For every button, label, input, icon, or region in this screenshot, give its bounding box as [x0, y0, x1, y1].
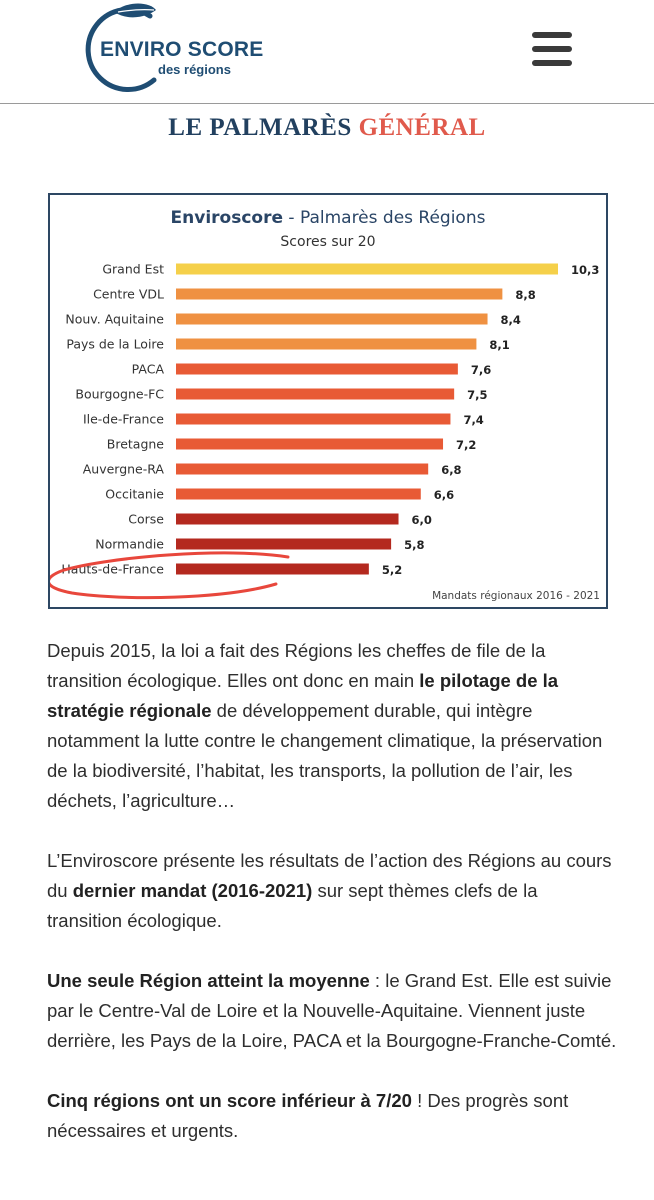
- category-label: PACA: [132, 362, 165, 377]
- bar: [176, 538, 392, 550]
- logo-title: ENVIRO SCORE: [100, 38, 264, 61]
- enviroscore-logo[interactable]: ENVIRO SCORE des régions: [58, 2, 263, 98]
- bar: [176, 513, 399, 525]
- text-segment: Depuis 2015, la loi a fait des Régions l…: [47, 640, 546, 691]
- category-label: Corse: [128, 512, 164, 527]
- data-label: 7,2: [456, 438, 476, 452]
- data-label: 5,8: [404, 538, 424, 552]
- chart-subtitle: Scores sur 20: [280, 234, 375, 250]
- data-label: 7,5: [467, 388, 487, 402]
- text-segment: sur sept thèmes clefs de la transition é…: [47, 880, 538, 931]
- bar: [176, 263, 558, 275]
- text-segment: L’Enviroscore présente les résultats de …: [47, 850, 612, 901]
- bold-text: dernier mandat (2016-2021): [72, 880, 313, 901]
- palmares-chart: Enviroscore - Palmarès des Régions Score…: [48, 193, 608, 609]
- hamburger-menu-icon[interactable]: [532, 32, 572, 66]
- bar: [176, 313, 488, 325]
- data-label: 6,6: [434, 488, 454, 502]
- data-label: 8,4: [501, 313, 521, 327]
- paragraph-2: L’Enviroscore présente les résultats de …: [47, 846, 617, 936]
- article-body: Depuis 2015, la loi a fait des Régions l…: [47, 636, 617, 1176]
- bold-text: le pilotage de la stratégie régionale: [47, 670, 559, 721]
- page-title: LE PALMARÈS GÉNÉRAL: [0, 114, 654, 142]
- bar: [176, 463, 429, 475]
- page-title-part2: GÉNÉRAL: [358, 114, 486, 141]
- category-label: Bourgogne-FC: [75, 387, 164, 402]
- bar: [176, 563, 369, 575]
- logo-subtitle: des régions: [158, 62, 231, 77]
- category-label: Occitanie: [105, 487, 164, 502]
- data-label: 8,1: [489, 338, 509, 352]
- bold-text: Une seule Région atteint la moyenne: [47, 970, 370, 991]
- data-label: 10,3: [571, 263, 599, 277]
- bar: [176, 363, 458, 375]
- bar: [176, 438, 444, 450]
- data-label: 6,0: [412, 513, 432, 527]
- category-label: Centre VDL: [93, 287, 164, 302]
- paragraph-4: Cinq régions ont un score inférieur à 7/…: [47, 1086, 617, 1146]
- paragraph-1: Depuis 2015, la loi a fait des Régions l…: [47, 636, 617, 816]
- category-label: Pays de la Loire: [66, 337, 164, 352]
- bold-text: Cinq régions ont un score inférieur à 7/…: [47, 1090, 412, 1111]
- page-title-part1: LE PALMARÈS: [168, 114, 352, 141]
- text-segment: de développement durable, qui intègre no…: [47, 700, 603, 811]
- bar: [176, 413, 451, 425]
- hand-drawn-ellipse-annotation: [50, 551, 290, 600]
- bar: [176, 488, 421, 500]
- category-label: Ile-de-France: [83, 412, 164, 427]
- category-label: Auvergne-RA: [83, 462, 165, 477]
- bar: [176, 338, 477, 350]
- category-label: Nouv. Aquitaine: [65, 312, 164, 327]
- bar-chart-svg: Enviroscore - Palmarès des Régions Score…: [50, 208, 600, 602]
- chart-footnote: Mandats régionaux 2016 - 2021: [432, 590, 600, 602]
- logo-ring-icon: [85, 3, 157, 92]
- category-label: Bretagne: [107, 437, 165, 452]
- category-label: Normandie: [95, 537, 164, 552]
- category-label: Hauts-de-France: [61, 562, 164, 577]
- data-label: 5,2: [382, 563, 402, 577]
- text-segment: ! Des progrès sont nécessaires et urgent…: [47, 1090, 569, 1141]
- data-label: 8,8: [515, 288, 535, 302]
- category-label: Grand Est: [102, 262, 164, 277]
- bar: [176, 288, 503, 300]
- data-label: 7,4: [463, 413, 483, 427]
- text-segment: : le Grand Est. Elle est suivie par le C…: [47, 970, 617, 1051]
- data-label: 7,6: [471, 363, 491, 377]
- chart-title: Enviroscore - Palmarès des Régions: [171, 208, 486, 228]
- bar: [176, 388, 455, 400]
- paragraph-3: Une seule Région atteint la moyenne : le…: [47, 966, 617, 1056]
- site-header: ENVIRO SCORE des régions: [0, 0, 654, 104]
- data-label: 6,8: [441, 463, 461, 477]
